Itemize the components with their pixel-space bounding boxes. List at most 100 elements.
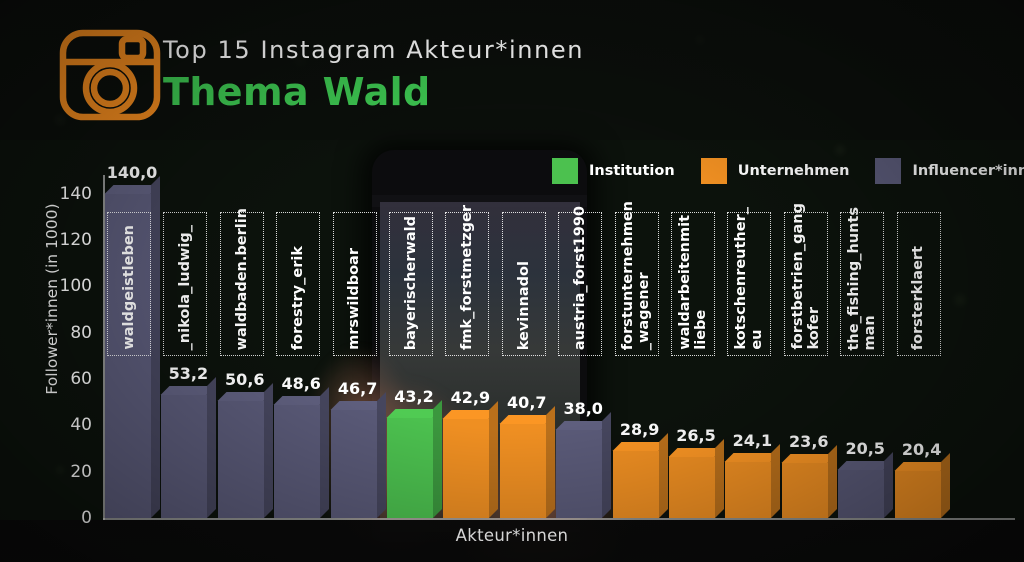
bar-category-label-text: forstunternehmen _wagener: [620, 200, 653, 350]
bar-category-label: bayerischerwald: [389, 212, 433, 356]
bar-category-label: waldarbeitenmit liebe: [671, 212, 715, 356]
y-axis-tick-label: 100: [59, 276, 92, 297]
bar-category-label-text: mrswildboar: [346, 248, 363, 350]
legend-item-institution[interactable]: Institution: [552, 158, 675, 184]
bar-side-face: [827, 445, 837, 518]
bar-front-face: [161, 394, 208, 518]
bar-influencer[interactable]: [330, 391, 386, 518]
bar-value-label: 140,0: [106, 162, 158, 182]
bar-side-face: [151, 175, 160, 518]
legend-swatch-influencer: [875, 158, 902, 184]
bar-category-label: the_fishing_hunts man: [840, 207, 885, 356]
bar-category-label: mrswildboar: [332, 212, 377, 356]
chart-legend: Institution Unternehmen Influencer*innen: [552, 158, 1024, 184]
y-axis-tick-label: 60: [70, 368, 92, 389]
bar-category-label-text: kevinnadol: [515, 260, 532, 350]
page-title-line2: Thema Wald: [163, 70, 431, 114]
bar-unternehmen[interactable]: [612, 433, 668, 518]
bar-category-label: forstbetrien_gang kofer: [783, 203, 828, 356]
bar-influencer[interactable]: [160, 376, 217, 518]
bar-category-label: forsterklaert: [896, 212, 941, 356]
bar-influencer[interactable]: [273, 387, 330, 518]
bar-unternehmen[interactable]: [781, 445, 837, 518]
bar-category-label-text: forestry_erik: [290, 245, 307, 350]
bar-front-face: [781, 463, 828, 518]
bar-value-label: 20,5: [845, 439, 885, 459]
bar-influencer[interactable]: [555, 411, 612, 518]
bar-category-label-text: waldbaden.berlin: [233, 207, 250, 350]
bar-front-face: [443, 418, 490, 518]
bar-side-face: [320, 387, 330, 518]
bar-category-label: kotschenreuther_ eu: [727, 207, 772, 356]
bar-front-face: [274, 405, 321, 518]
bar-category-label: _nikola_ludwig_: [163, 212, 208, 356]
bar-category-label: forstunternehmen _wagener: [614, 201, 659, 356]
legend-swatch-institution: [552, 158, 578, 184]
legend-label-influencer: Influencer*innen: [912, 163, 1024, 179]
bar-influencer[interactable]: [837, 452, 894, 518]
bar-side-face: [602, 411, 612, 518]
bar-category-label-text: forstbetrien_gang kofer: [789, 203, 822, 350]
bar-front-face: [387, 417, 433, 518]
bar-front-face: [217, 400, 264, 518]
bar-unternehmen[interactable]: [499, 405, 555, 518]
bar-category-label-text: forsterklaert: [910, 245, 927, 350]
bar-unternehmen[interactable]: [668, 438, 724, 518]
page-title-line1: Top 15 Instagram Akteur*innen: [163, 36, 585, 64]
bar-institution[interactable]: [386, 399, 442, 518]
bar-unternehmen[interactable]: [724, 444, 781, 518]
bar-front-face: [894, 470, 941, 518]
bar-front-face: [669, 456, 715, 518]
bar-side-face: [545, 405, 555, 518]
bar-value-label: 26,5: [676, 425, 716, 445]
bar-front-face: [556, 429, 603, 518]
bar-front-face: [725, 462, 772, 518]
bar-value-label: 50,6: [225, 369, 265, 389]
bar-category-label-text: bayerischerwald: [402, 215, 419, 350]
bottom-scrim: [0, 520, 1024, 562]
legend-label-institution: Institution: [589, 163, 675, 179]
bar-category-label: austria_forst1990: [558, 206, 603, 356]
y-axis-tick-label: 20: [70, 461, 92, 482]
bar-unternehmen[interactable]: [442, 400, 499, 518]
header: Top 15 Instagram Akteur*innen Thema Wald: [0, 0, 1024, 140]
bar-category-label: forestry_erik: [276, 212, 321, 356]
bar-category-label-text: austria_forst1990: [572, 205, 589, 350]
legend-label-unternehmen: Unternehmen: [737, 163, 850, 179]
x-axis-title: Akteur*innen: [455, 526, 569, 545]
bar-value-label: 28,9: [619, 420, 660, 440]
bar-category-label-text: waldgeistleben: [120, 225, 137, 350]
x-axis-line: [103, 518, 1015, 520]
bar-value-label: 23,6: [789, 432, 829, 452]
y-axis-ticks: 0 20 40 60 80 100 120 140: [46, 0, 92, 562]
bar-category-label-text: waldarbeitenmit liebe: [676, 215, 709, 350]
bar-category-label: waldgeistleben: [107, 212, 151, 356]
bar-value-label: 48,6: [281, 374, 321, 394]
bar-unternehmen[interactable]: [894, 452, 950, 518]
bar-category-label: waldbaden.berlin: [219, 208, 264, 356]
y-axis-tick-label: 80: [70, 322, 92, 343]
bar-category-label: fmk_forstmetzger: [445, 205, 490, 356]
legend-item-influencer[interactable]: Influencer*innen: [875, 158, 1024, 184]
bar-category-label-text: the_fishing_hunts man: [845, 206, 879, 351]
y-axis-tick-label: 40: [70, 415, 92, 436]
bar-value-label: 24,1: [732, 431, 773, 451]
bar-value-label: 42,9: [450, 387, 491, 407]
bar-value-label: 20,4: [901, 439, 942, 459]
bar-side-face: [771, 444, 781, 518]
bar-category-label-text: kotschenreuther_ eu: [733, 207, 766, 350]
bar-side-face: [940, 452, 950, 518]
bar-side-face: [658, 433, 668, 518]
bar-front-face: [330, 409, 377, 518]
bar-front-face: [612, 451, 659, 518]
bar-value-label: 38,0: [563, 398, 603, 418]
bar-side-face: [489, 400, 499, 518]
bar-value-label: 40,7: [507, 392, 547, 412]
bar-side-face: [207, 376, 217, 518]
bar-influencer[interactable]: [217, 382, 273, 518]
y-axis-line: [103, 175, 105, 520]
bar-front-face: [499, 423, 546, 518]
legend-item-unternehmen[interactable]: Unternehmen: [700, 158, 850, 184]
